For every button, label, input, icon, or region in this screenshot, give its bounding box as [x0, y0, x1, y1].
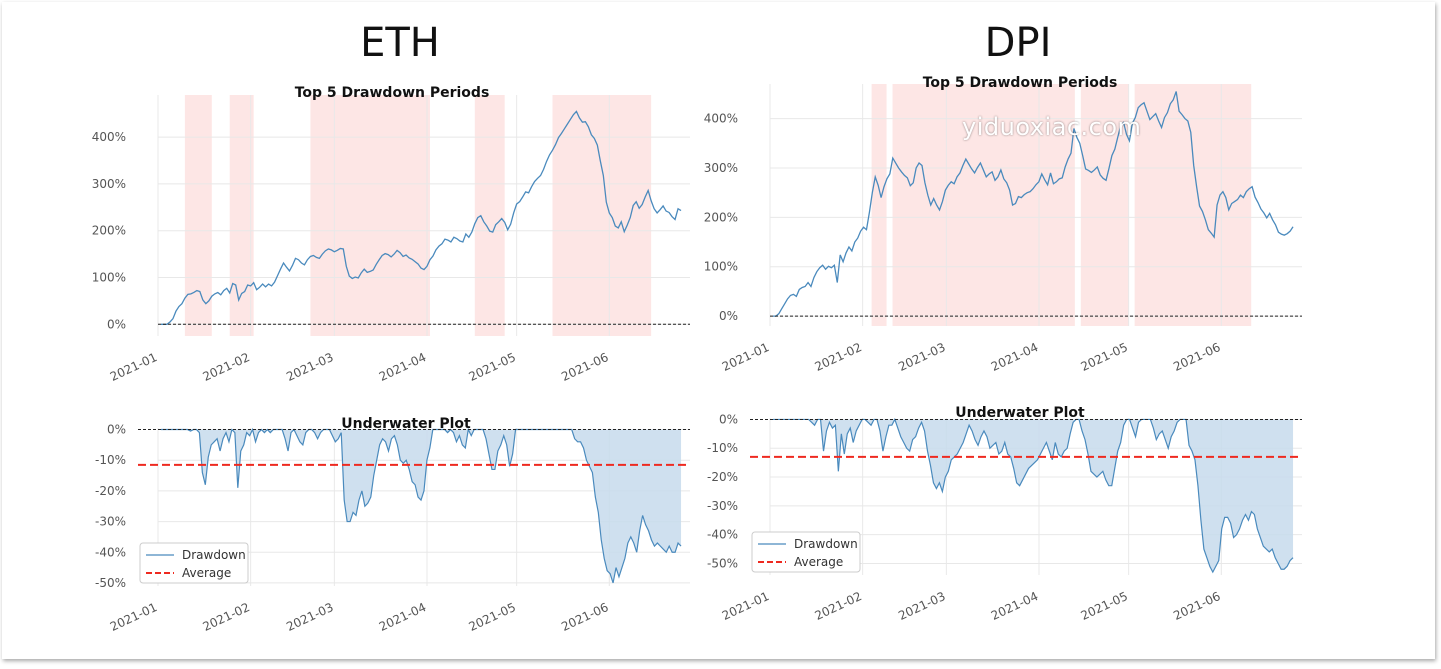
- legend-drawdown-label: Drawdown: [182, 548, 246, 562]
- x-tick-label: 2021-03: [284, 350, 335, 384]
- x-tick-label: 2021-02: [813, 340, 864, 374]
- y-tick-label: 0%: [719, 412, 738, 426]
- legend-drawdown-label: Drawdown: [794, 537, 858, 551]
- y-tick-label: 400%: [92, 130, 126, 144]
- cumulative-return-line: [160, 110, 682, 325]
- watermark-text: yiduoxiac.com: [962, 113, 1142, 141]
- y-tick-label: 300%: [704, 161, 738, 175]
- legend-average-label: Average: [182, 566, 231, 580]
- x-tick-label: 2021-02: [813, 589, 864, 623]
- drawdown-period-3: [310, 95, 430, 336]
- x-tick-label: 2021-04: [989, 340, 1040, 374]
- x-tick-label: 2021-03: [896, 340, 947, 374]
- dpi-title: DPI: [984, 20, 1052, 66]
- y-tick-label: 0%: [107, 423, 126, 437]
- y-tick-label: -30%: [707, 499, 738, 513]
- x-tick-label: 2021-05: [467, 600, 518, 634]
- x-tick-label: 2021-04: [377, 600, 428, 634]
- legend-average-label: Average: [794, 555, 843, 569]
- x-tick-label: 2021-02: [201, 600, 252, 634]
- y-tick-label: 100%: [92, 271, 126, 285]
- x-tick-label: 2021-06: [1171, 589, 1222, 623]
- y-tick-label: -40%: [707, 528, 738, 542]
- drawdown-period-2: [892, 84, 1075, 326]
- drawdown-period-1: [871, 84, 887, 326]
- eth_uw-chart: 0% -10% -20% -30% -40% -50% 2021-01 2021-02 2021…: [95, 416, 690, 634]
- chart-title: Underwater Plot: [955, 405, 1085, 421]
- y-tick-label: 300%: [92, 177, 126, 191]
- x-tick-label: 2021-02: [201, 350, 252, 384]
- y-tick-label: -40%: [95, 545, 126, 559]
- y-tick-label: -50%: [95, 576, 126, 590]
- y-tick-label: -30%: [95, 515, 126, 529]
- x-tick-label: 2021-04: [377, 350, 428, 384]
- chart-title: Underwater Plot: [341, 416, 471, 432]
- drawdown-period-5: [1164, 84, 1252, 326]
- x-tick-label: 2021-03: [896, 589, 947, 623]
- x-tick-label: 2021-05: [1079, 340, 1130, 374]
- y-tick-label: -20%: [707, 470, 738, 484]
- cumulative-return-line: [772, 91, 1294, 317]
- dpi_top-chart: 0% 100% 200% 300% 400% 2021-01 2021-02 2021-03 2…: [704, 75, 1302, 374]
- y-tick-label: 100%: [704, 260, 738, 274]
- dpi_uw-chart: 0% -10% -20% -30% -40% -50% 2021-01 2021-02 2021…: [707, 405, 1302, 623]
- y-tick-label: 200%: [92, 224, 126, 238]
- y-tick-label: 0%: [107, 317, 126, 331]
- eth-title: ETH: [360, 20, 440, 66]
- x-tick-label: 2021-04: [989, 589, 1040, 623]
- y-tick-label: 0%: [719, 309, 738, 323]
- y-tick-label: -10%: [95, 453, 126, 467]
- y-tick-label: -10%: [707, 441, 738, 455]
- x-tick-label: 2021-01: [720, 589, 771, 623]
- chart-title: Top 5 Drawdown Periods: [295, 85, 490, 101]
- x-tick-label: 2021-06: [1171, 340, 1222, 374]
- y-tick-label: 400%: [704, 112, 738, 126]
- drawdown-area: [160, 429, 682, 583]
- x-tick-label: 2021-05: [467, 350, 518, 384]
- x-tick-label: 2021-06: [559, 350, 610, 384]
- x-tick-label: 2021-06: [559, 600, 610, 634]
- chart-title: Top 5 Drawdown Periods: [923, 75, 1118, 91]
- y-tick-label: -50%: [707, 556, 738, 570]
- drawdown-line: [772, 417, 1294, 574]
- y-tick-label: -20%: [95, 484, 126, 498]
- eth_top-chart: 0% 100% 200% 300% 400% 2021-01 2021-02 2021-03 2…: [92, 85, 690, 384]
- drawdown-period-1: [184, 95, 212, 336]
- drawdown-period-3: [1080, 84, 1129, 326]
- drawdown-area: [772, 419, 1294, 573]
- x-tick-label: 2021-01: [108, 350, 159, 384]
- x-tick-label: 2021-01: [108, 600, 159, 634]
- drawdown-period-2: [229, 95, 254, 336]
- drawdown-period-4: [474, 95, 505, 336]
- y-tick-label: 200%: [704, 210, 738, 224]
- drawdown-line: [160, 427, 682, 584]
- x-tick-label: 2021-03: [284, 600, 335, 634]
- x-tick-label: 2021-05: [1079, 589, 1130, 623]
- x-tick-label: 2021-01: [720, 340, 771, 374]
- drawdown-period-5: [552, 95, 652, 336]
